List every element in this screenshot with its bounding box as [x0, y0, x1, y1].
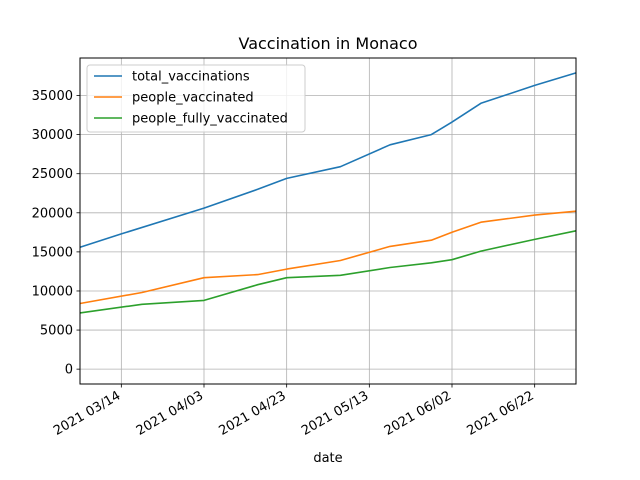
chart-title: Vaccination in Monaco [238, 34, 417, 53]
y-tick-label: 35000 [32, 89, 73, 104]
x-tick-label: 2021 04/03 [134, 388, 206, 438]
legend-box [86, 64, 306, 133]
x-tick-label: 2021 06/02 [382, 388, 454, 438]
y-tick-label: 5000 [40, 324, 73, 339]
x-tick-label: 2021 06/22 [464, 388, 536, 438]
legend-label: people_vaccinated [132, 91, 254, 106]
legend-label: people_fully_vaccinated [132, 112, 288, 127]
x-axis: 2021 03/14 2021 04/03 2021 04/23 2021 05/13… [51, 384, 537, 439]
y-tick-label: 15000 [32, 245, 73, 260]
x-tick-label: 2021 03/14 [51, 388, 123, 438]
series-line-people-fully-vaccinated [79, 230, 577, 314]
y-tick-label: 30000 [32, 128, 73, 143]
series-line-people-vaccinated [79, 210, 577, 305]
y-axis: 0 5000 10000 15000 20000 25000 30000 35000 [32, 89, 80, 378]
legend-label: total_vaccinations [132, 70, 250, 85]
x-axis-label: date [313, 451, 342, 466]
series-line-total-vaccinations [79, 72, 577, 248]
y-tick-label: 25000 [32, 167, 73, 182]
y-tick-label: 20000 [32, 206, 73, 221]
plot-area-frame [79, 57, 577, 385]
series-lines [79, 72, 577, 314]
x-tick-label: 2021 04/23 [216, 388, 288, 438]
legend: total_vaccinations people_vaccinatedpeopl… [86, 64, 306, 133]
x-tick-label: 2021 05/13 [299, 388, 371, 438]
y-tick-label: 0 [65, 363, 73, 378]
y-tick-label: 10000 [32, 284, 73, 299]
